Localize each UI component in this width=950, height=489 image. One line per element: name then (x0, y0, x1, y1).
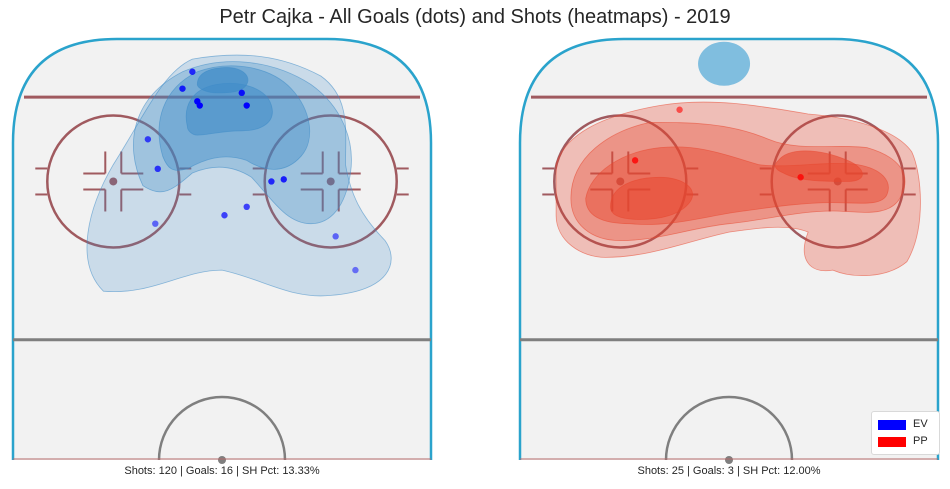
ev-goal-dot (268, 178, 275, 185)
pp-heat-level-5 (774, 150, 863, 182)
ev-boards (11, 37, 433, 460)
ev-heat-level-2 (133, 61, 352, 225)
ev-goal-dot (196, 102, 203, 109)
ev-goal-dot (352, 266, 359, 274)
pp-boards (518, 37, 940, 460)
ev-goal-dot (154, 165, 161, 173)
pp-goal-dot (631, 157, 639, 164)
pp-heat-level-1 (555, 101, 921, 277)
stats-caption-pp: Shots: 25 | Goals: 3 | SH Pct: 12.00% (637, 465, 821, 477)
ev-center-circle (157, 395, 287, 461)
legend-label-pp: PP (913, 435, 928, 447)
legend-swatch-pp (878, 437, 906, 447)
ev-center-dot (218, 456, 226, 464)
rink-panel-pp (518, 37, 940, 464)
ev-goal-dot (152, 220, 159, 227)
ev-rink-surface (13, 39, 431, 460)
legend: EV PP (871, 411, 940, 455)
ev-heat-level-5 (196, 67, 249, 94)
rink-panel-ev (11, 37, 433, 464)
stats-caption-ev: Shots: 120 | Goals: 16 | SH Pct: 13.33% (124, 465, 320, 477)
ev-goal-dot (189, 68, 196, 75)
pp-heat-top-blob (698, 41, 751, 86)
chart-title: Petr Cajka - All Goals (dots) and Shots … (219, 6, 731, 28)
ev-heat-level-1 (86, 54, 392, 297)
pp-center-dot (725, 456, 733, 464)
pp-center-circle (664, 395, 794, 461)
ev-goal-dot (243, 102, 250, 109)
pp-right-faceoff-circle (770, 114, 905, 249)
pp-rink-surface (520, 39, 938, 460)
ev-right-faceoff-dot (326, 177, 335, 186)
ev-goal-dot (144, 136, 152, 143)
ev-goal-dot (243, 203, 250, 210)
ev-goal-dot (238, 89, 245, 97)
pp-heat-level-4 (609, 176, 693, 220)
legend-label-ev: EV (913, 418, 928, 430)
ev-right-faceoff-circle (263, 114, 398, 249)
pp-left-faceoff-circle (553, 114, 688, 249)
ev-left-faceoff-dot (109, 177, 118, 186)
ev-goal-dot (221, 212, 228, 219)
ev-goal-dot (179, 85, 186, 92)
ev-goal-dot (280, 176, 287, 183)
pp-goal-dot (797, 174, 804, 181)
ev-left-faceoff-circle (46, 114, 181, 249)
legend-item-pp: PP (878, 435, 938, 449)
pp-goal-dot (676, 106, 683, 113)
legend-item-ev: EV (878, 418, 938, 432)
ev-goal-dot (332, 233, 339, 240)
pp-left-faceoff-dot (616, 177, 625, 186)
legend-swatch-ev (878, 420, 906, 430)
